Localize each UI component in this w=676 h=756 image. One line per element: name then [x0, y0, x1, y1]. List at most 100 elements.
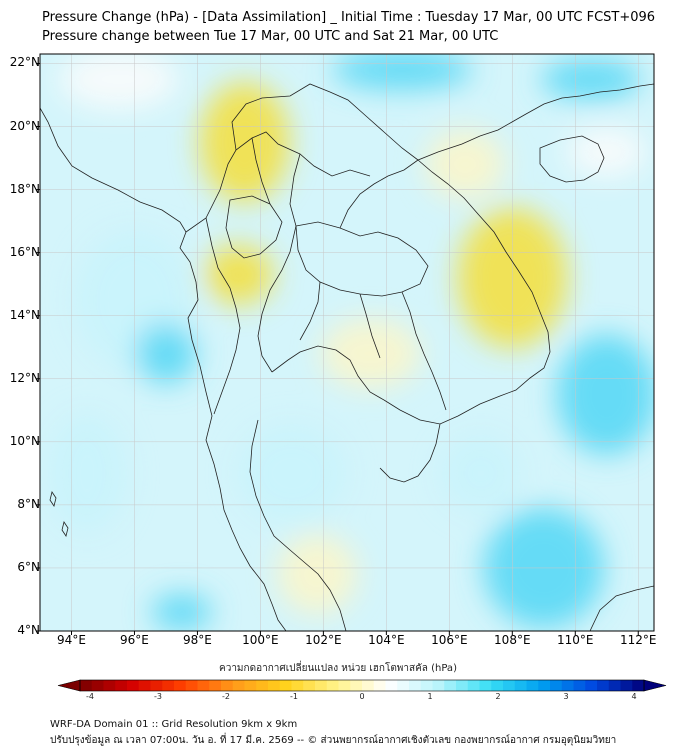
colorbar-cell — [115, 680, 128, 691]
field-blob-5 — [320, 318, 421, 389]
colorbar-tick-label: 0 — [359, 692, 365, 701]
field-blob-11 — [541, 59, 642, 100]
lat-label: 8°N — [17, 496, 40, 511]
colorbar-cell — [538, 680, 551, 691]
colorbar-cell — [573, 680, 586, 691]
field-blob-16 — [47, 413, 128, 534]
footer-model-info: WRF-DA Domain 01 :: Grid Resolution 9km … — [50, 719, 298, 730]
lon-label: 112°E — [620, 633, 657, 647]
lon-label: 110°E — [557, 633, 594, 647]
field-blob-2 — [203, 244, 274, 305]
colorbar-cell — [268, 680, 281, 691]
colorbar-cell — [385, 680, 398, 691]
gridlines — [40, 54, 654, 631]
colorbar-cell — [503, 680, 516, 691]
field-blob-6 — [277, 534, 358, 615]
colorbar-cell — [491, 680, 504, 691]
colorbar-cell — [209, 680, 222, 691]
colorbar-cell — [585, 680, 598, 691]
pressure-field — [47, 54, 654, 631]
colorbar-tick-label: -3 — [154, 692, 162, 701]
colorbar-cell — [244, 680, 257, 691]
coastlines-and-borders — [40, 83, 654, 631]
colorbar-tick-label: 4 — [631, 692, 637, 701]
colorbar-cell — [608, 680, 621, 691]
colorbar-cell — [632, 680, 645, 691]
footer-credit: ปรับปรุงข้อมูล ณ เวลา 07:00น. วัน อ. ที่… — [50, 735, 617, 746]
colorbar-cell — [138, 680, 151, 691]
colorbar-cell — [561, 680, 574, 691]
lat-ticks — [36, 62, 40, 632]
lat-label: 22°N — [9, 55, 40, 70]
colorbar-cell — [456, 680, 469, 691]
colorbar-cell — [291, 680, 304, 691]
field-blob-15 — [236, 423, 347, 524]
lon-label: 100°E — [242, 633, 279, 647]
field-blob-1 — [199, 82, 290, 203]
colorbar-cell — [256, 680, 269, 691]
lat-label: 20°N — [9, 118, 40, 133]
colorbar-extend-left — [57, 679, 81, 692]
map-frame — [39, 53, 655, 632]
colorbar-cell — [597, 680, 610, 691]
colorbar-cell — [303, 680, 316, 691]
colorbar-cell — [221, 680, 234, 691]
colorbar-label: ความกดอากาศเปลี่ยนแปลง หน่วย เฮกโตพาสคัล… — [219, 663, 457, 674]
field-blob-14 — [151, 594, 212, 631]
lon-label: 106°E — [431, 633, 468, 647]
colorbar-cell — [127, 680, 140, 691]
colorbar — [57, 679, 667, 692]
colorbar-cell — [362, 680, 375, 691]
colorbar-cell — [420, 680, 433, 691]
lon-label: 102°E — [305, 633, 342, 647]
lon-label: 96°E — [120, 633, 149, 647]
colorbar-cells — [80, 680, 645, 691]
lat-label: 14°N — [9, 307, 40, 322]
colorbar-cell — [432, 680, 445, 691]
field-blob-17 — [440, 433, 521, 514]
colorbar-cell — [162, 680, 175, 691]
lon-label: 104°E — [368, 633, 405, 647]
colorbar-tick-label: 1 — [427, 692, 433, 701]
colorbar-tick-label: 3 — [563, 692, 569, 701]
field-blob-0 — [58, 54, 179, 110]
lon-ticks — [70, 631, 639, 635]
colorbar-cell — [174, 680, 187, 691]
field-blob-10 — [332, 54, 473, 90]
colorbar-tick-label: -1 — [290, 692, 298, 701]
field-blob-7 — [566, 126, 647, 177]
lon-label: 94°E — [57, 633, 86, 647]
colorbar-cell — [444, 680, 457, 691]
colorbar-cell — [91, 680, 104, 691]
lat-label: 12°N — [9, 370, 40, 385]
lat-label: 10°N — [9, 433, 40, 448]
colorbar-cell — [514, 680, 527, 691]
colorbar-cell — [326, 680, 339, 691]
chart-title: Pressure Change (hPa) - [Data Assimilati… — [42, 10, 656, 25]
colorbar-cell — [338, 680, 351, 691]
colorbar-cell — [550, 680, 563, 691]
colorbar-cell — [620, 680, 633, 691]
colorbar-cell — [80, 680, 93, 691]
colorbar-cell — [197, 680, 210, 691]
colorbar-cell — [150, 680, 163, 691]
colorbar-cell — [232, 680, 245, 691]
lat-label: 4°N — [17, 623, 40, 637]
colorbar-cell — [479, 680, 492, 691]
colorbar-frame — [79, 679, 645, 692]
colorbar-tick-label: -2 — [222, 692, 230, 701]
field-blob-9 — [135, 323, 196, 384]
lat-label: 16°N — [9, 244, 40, 259]
colorbar-extend-right — [643, 679, 667, 692]
lat-label: 6°N — [17, 559, 40, 574]
colorbar-tick-label: 2 — [495, 692, 501, 701]
colorbar-cell — [409, 680, 422, 691]
colorbar-tick-label: -4 — [86, 692, 94, 701]
colorbar-cell — [103, 680, 116, 691]
colorbar-cell — [397, 680, 410, 691]
colorbar-cell — [467, 680, 480, 691]
colorbar-cell — [373, 680, 386, 691]
lat-label: 18°N — [9, 181, 40, 196]
pressure-change-map — [36, 53, 655, 635]
colorbar-cell — [526, 680, 539, 691]
